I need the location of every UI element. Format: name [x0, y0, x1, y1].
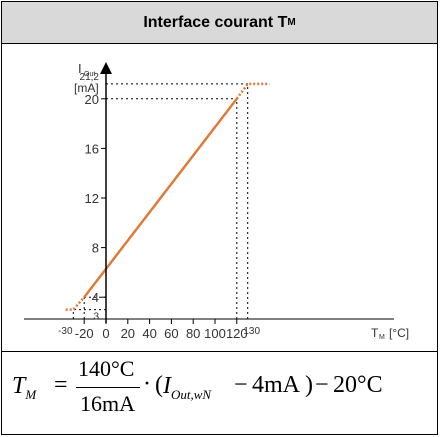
formula-lparen: (: [155, 372, 163, 398]
y-small-label: 3: [93, 312, 99, 323]
formula-current: IOut,wN: [163, 373, 212, 402]
y-tick-label: 4: [92, 290, 99, 305]
series-line-solid-0: [83, 98, 238, 298]
y-tick-label: 20: [85, 92, 99, 107]
panel-title-main: Interface courant T: [143, 13, 288, 31]
formula-numerator: 140°C: [78, 356, 135, 381]
x-small-label: 130: [243, 326, 260, 337]
x-tick-label: 20: [121, 326, 135, 341]
x-tick-label: 100: [204, 326, 226, 341]
y-axis-label-main: I: [78, 61, 82, 76]
x-axis-unit: [°C]: [389, 326, 409, 340]
formula: TM = 140°C 16mA · ( IOut,wN − 4mA ) − 20…: [2, 351, 437, 434]
series-line-dotted-1: [65, 296, 86, 311]
panel-title-subscript: M: [287, 17, 296, 28]
y-axis-unit: [mA]: [74, 81, 99, 95]
y-tick-label: 16: [85, 141, 99, 156]
formula-offset: 20°C: [333, 372, 383, 398]
formula-four-ma: 4mA: [252, 372, 300, 398]
fraction-bar: [76, 387, 140, 388]
y-axis-label-sub: Out: [84, 71, 95, 78]
x-tick-label: 0: [102, 326, 109, 341]
series-line-dotted-2: [235, 82, 270, 100]
formula-denominator: 16mA: [80, 391, 135, 416]
formula-dot: ·: [143, 371, 151, 397]
x-tick-label: 80: [186, 326, 200, 341]
x-tick-label: 60: [164, 326, 178, 341]
x-axis-label-main: T: [371, 326, 379, 340]
y-tick-label: 8: [92, 241, 99, 256]
x-tick-label: 120: [226, 326, 248, 341]
x-tick-label: -20: [75, 326, 94, 341]
y-tick-label: 12: [85, 191, 99, 206]
y-small-label: 21,2: [80, 72, 100, 83]
x-small-label: -30: [58, 326, 73, 337]
formula-lhs: TM: [12, 373, 37, 402]
x-axis-label-sub: M: [379, 334, 385, 341]
chart-area: -20 0 20 40 60 80 100 120 -30 130 4 8 12 16 20 3 21,2 I …: [2, 44, 437, 351]
formula-minus-2: −: [315, 372, 329, 398]
formula-equals: =: [54, 372, 68, 398]
formula-minus-1: −: [234, 372, 248, 398]
formula-rparen: ): [305, 372, 313, 398]
x-tick-label: 40: [142, 326, 156, 341]
